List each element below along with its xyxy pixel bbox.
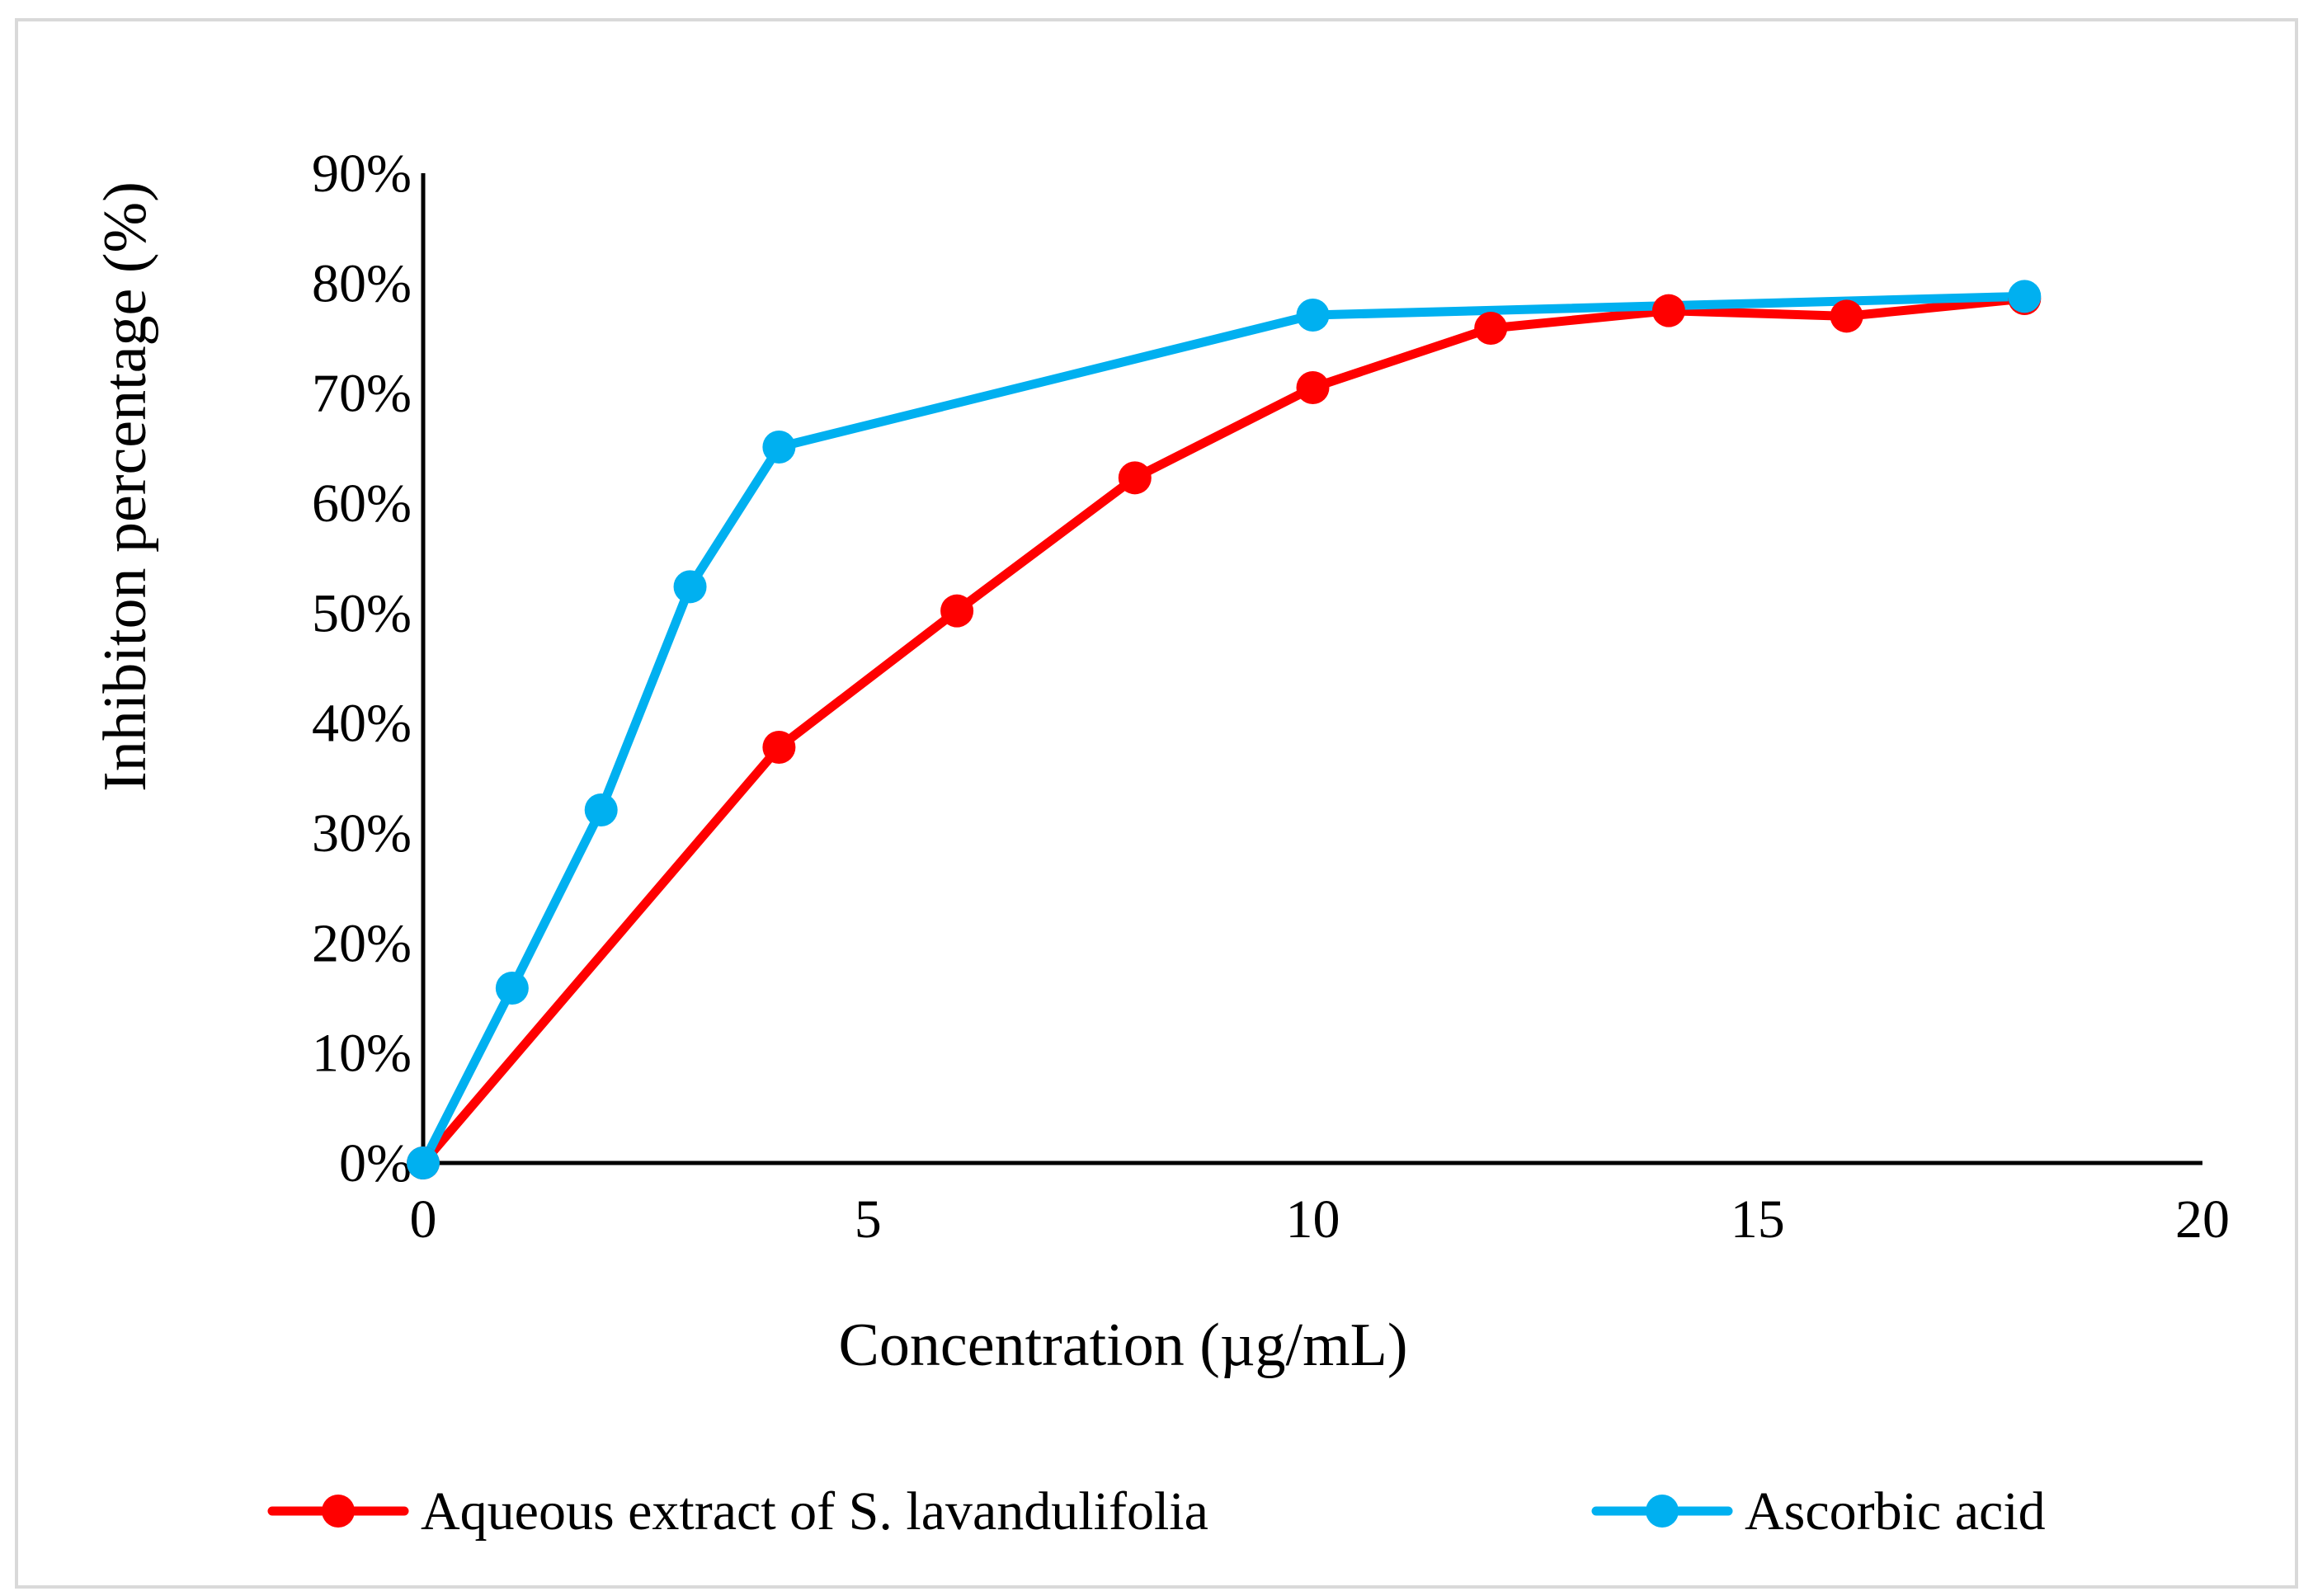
chart-frame <box>15 18 2298 1589</box>
y-tick-label: 50% <box>312 583 412 643</box>
series-0-point <box>1474 312 1508 345</box>
y-tick-label: 70% <box>312 364 412 424</box>
x-axis-title: Concentration (µg/mL) <box>839 1311 1408 1379</box>
x-tick-label: 0 <box>410 1189 437 1250</box>
legend-marker-1 <box>1646 1495 1679 1528</box>
y-tick-label: 40% <box>312 694 412 754</box>
y-axis-title: Inhibiton percentage (%) <box>92 181 159 792</box>
series-0-point <box>940 594 974 628</box>
series-1-point <box>673 570 707 604</box>
legend-marker-0 <box>322 1495 355 1528</box>
series-line-0 <box>418 294 2029 1168</box>
y-tick-label: 10% <box>312 1024 412 1084</box>
series-0-point <box>762 731 796 764</box>
y-tick-label: 0% <box>339 1133 412 1193</box>
x-tick-labels: 0 5 10 15 20 <box>410 1189 2231 1250</box>
series-1-point <box>762 431 796 464</box>
series-layer <box>418 291 2029 1168</box>
legend: Aqueous extract of S. lavandulifolia Asco… <box>267 1481 2046 1542</box>
x-tick-label: 20 <box>2175 1189 2230 1250</box>
y-tick-label: 30% <box>312 803 412 864</box>
series-1-point <box>407 1146 440 1179</box>
legend-label-1: Ascorbic acid <box>1745 1481 2046 1542</box>
y-tick-label: 90% <box>312 144 412 204</box>
legend-label-0: Aqueous extract of S. lavandulifolia <box>421 1481 1208 1542</box>
series-1-point <box>495 972 529 1005</box>
y-tick-label: 80% <box>312 253 412 313</box>
series-1-point <box>584 793 618 826</box>
series-1-point <box>1296 299 1330 332</box>
y-tick-labels: 0% 10% 20% 30% 40% 50% 60% 70% 80% 90% <box>312 144 412 1193</box>
y-tick-label: 20% <box>312 913 412 973</box>
x-tick-label: 10 <box>1286 1189 1340 1250</box>
series-0-point <box>1830 299 1863 333</box>
x-tick-label: 5 <box>855 1189 882 1250</box>
y-tick-label: 60% <box>312 473 412 534</box>
series-0-point <box>1651 294 1685 327</box>
marker-layer <box>407 280 2042 1179</box>
series-line-1 <box>418 291 2029 1168</box>
series-0-point <box>1296 371 1330 404</box>
series-0-point <box>1118 461 1152 495</box>
x-tick-label: 15 <box>1731 1189 1785 1250</box>
series-1-point <box>2008 280 2042 313</box>
